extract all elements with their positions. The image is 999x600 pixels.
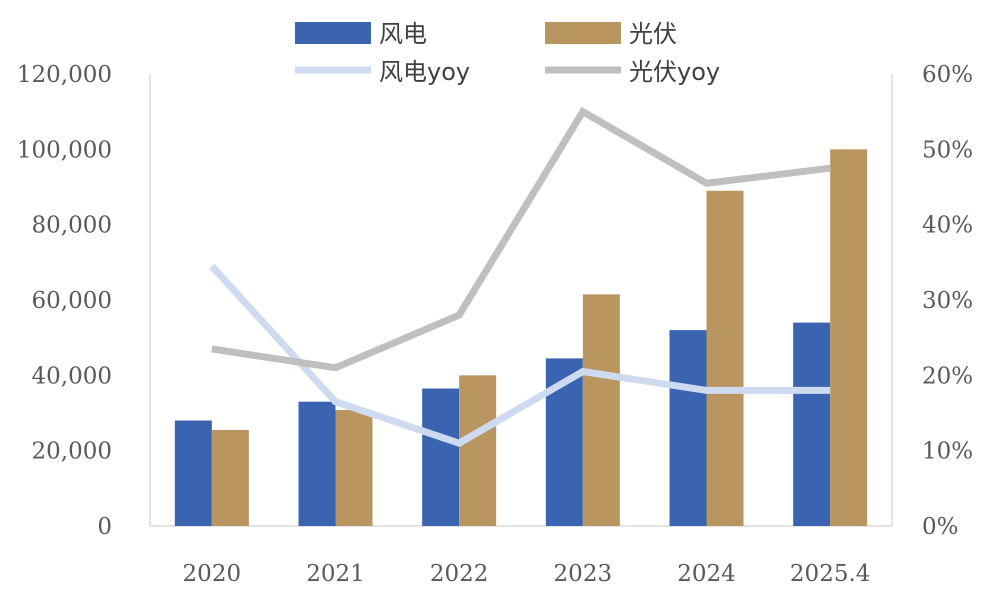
line-wind-yoy	[209, 263, 831, 447]
bar-wind	[422, 388, 460, 526]
legend-swatch	[295, 22, 371, 44]
right-tick-label: 0%	[922, 514, 959, 540]
lines	[209, 106, 831, 447]
legend-item: 风电yoy	[295, 58, 470, 86]
legend-label: 光伏yoy	[629, 58, 720, 86]
x-tick-label: 2020	[183, 561, 242, 587]
x-tick-label: 2024	[677, 561, 736, 587]
line-solar-yoy	[211, 106, 831, 372]
x-tick-label: 2025.4	[790, 561, 870, 587]
legend-item: 光伏yoy	[545, 58, 720, 86]
bars	[174, 149, 868, 527]
right-tick-label: 20%	[922, 363, 973, 389]
left-tick-label: 100,000	[17, 137, 112, 163]
left-axis: 0 20,000 40,000 60,000 80,000 100,000 120,000	[17, 62, 151, 540]
x-axis: 2020 2021 2022 2023 2024 2025.4	[150, 525, 892, 587]
bar-solar	[582, 294, 620, 526]
bar-solar	[706, 190, 744, 526]
legend-label: 风电yoy	[379, 58, 470, 86]
right-tick-label: 60%	[922, 62, 973, 88]
left-tick-label: 40,000	[32, 363, 112, 389]
x-tick-label: 2023	[554, 561, 613, 587]
left-tick-label: 20,000	[32, 439, 112, 465]
left-tick-label: 80,000	[32, 213, 112, 239]
left-tick-label: 60,000	[32, 288, 112, 314]
x-tick-label: 2022	[430, 561, 489, 587]
left-tick-label: 120,000	[17, 62, 112, 88]
bar-wind	[174, 420, 212, 526]
right-tick-label: 10%	[922, 439, 973, 465]
right-tick-label: 50%	[922, 137, 973, 163]
legend-label: 风电	[379, 20, 427, 48]
legend-label: 光伏	[629, 20, 677, 48]
bar-solar	[459, 375, 497, 526]
legend-item: 风电	[295, 20, 427, 48]
bar-wind	[298, 401, 336, 526]
bar-solar	[211, 429, 249, 526]
bar-solar	[830, 149, 868, 527]
legend-swatch	[545, 22, 621, 44]
right-axis: 0% 10% 20% 30% 40% 50% 60%	[891, 62, 973, 540]
bar-wind	[793, 322, 831, 526]
left-tick-label: 0	[97, 514, 112, 540]
x-tick-label: 2021	[306, 561, 365, 587]
right-tick-label: 30%	[922, 288, 973, 314]
bar-solar	[335, 409, 373, 526]
legend-item: 光伏	[545, 20, 677, 48]
right-tick-label: 40%	[922, 213, 973, 239]
bar-wind	[669, 330, 707, 526]
